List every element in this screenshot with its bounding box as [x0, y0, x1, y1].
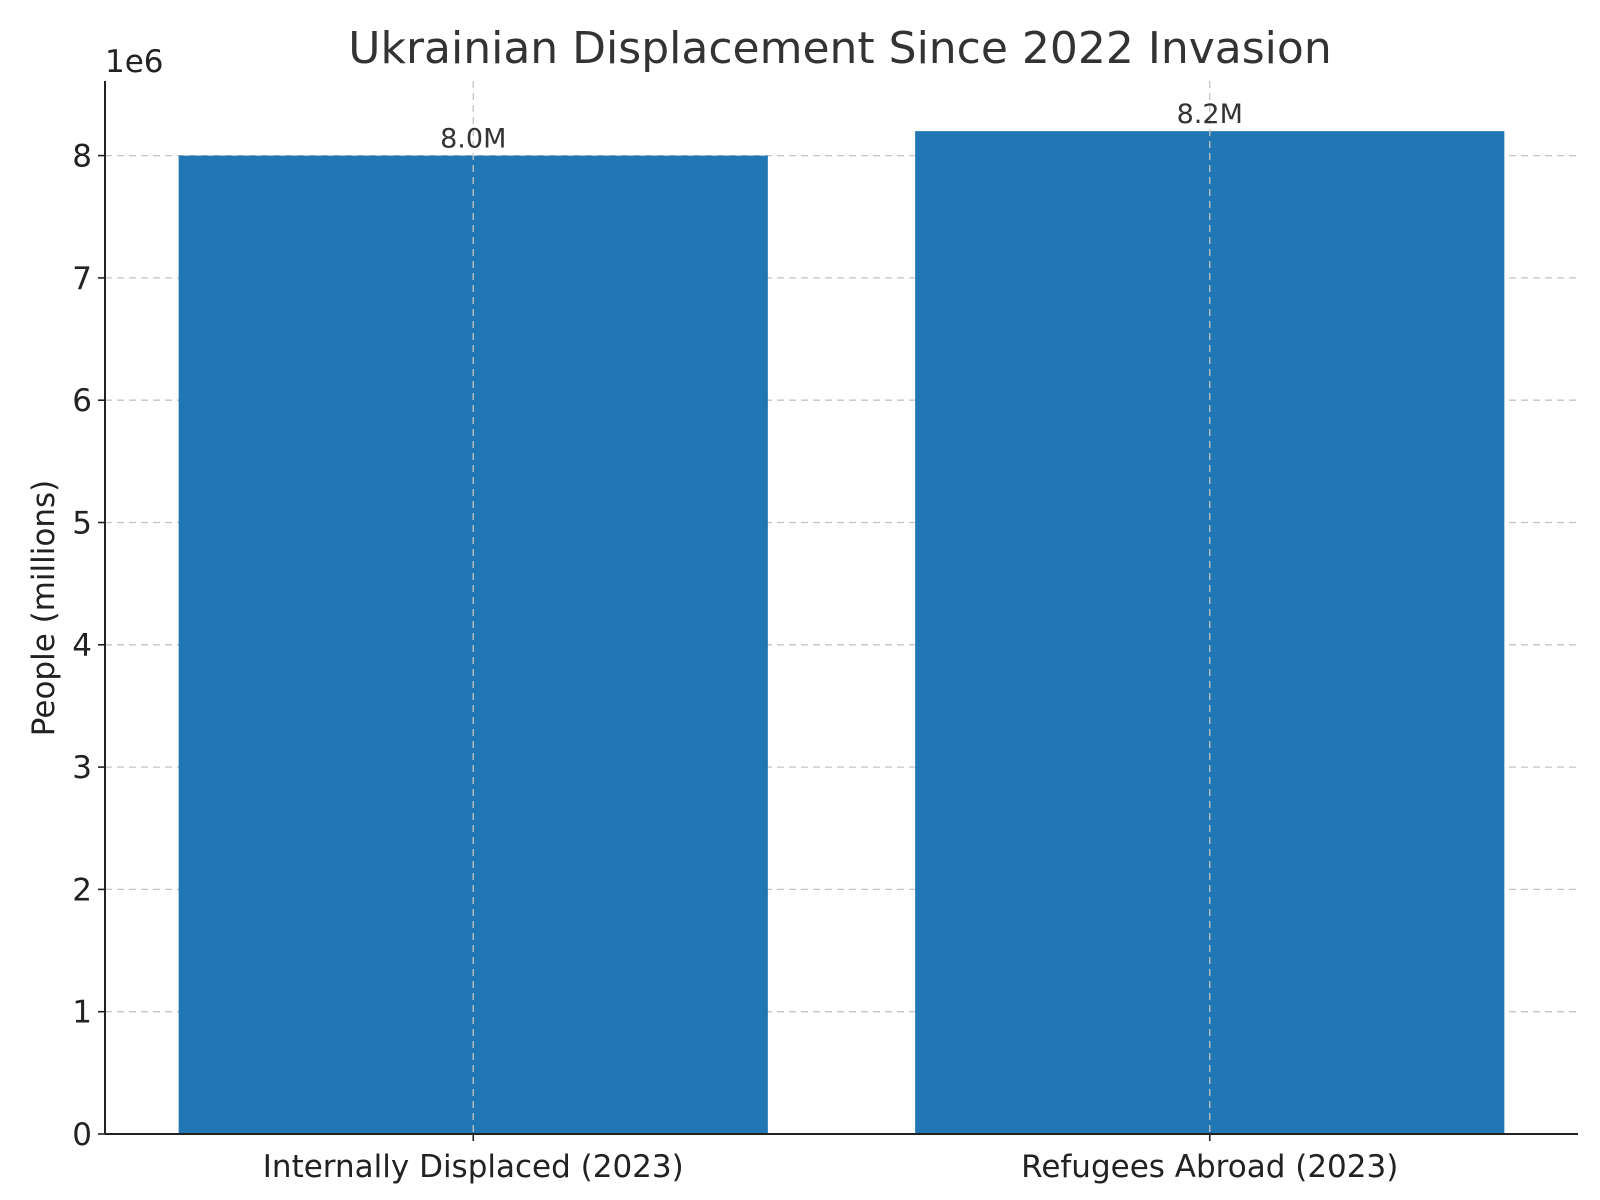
- x-tick-label: Internally Displaced (2023): [263, 1149, 684, 1185]
- y-tick-label: 6: [72, 383, 92, 419]
- y-axis-offset-text: 1e6: [105, 44, 164, 80]
- bars: [178, 131, 1505, 1135]
- y-tick-label: 7: [72, 261, 92, 297]
- labels: 0 1 2 3 4 5 6 7 8 8.0M Internally Displaced (2023)…: [72, 99, 1398, 1185]
- y-tick-label: 1: [72, 995, 92, 1031]
- chart-title: Ukrainian Displacement Since 2022 Invasi…: [348, 23, 1331, 74]
- vertical-grid: [472, 81, 1211, 1134]
- y-tick-label: 4: [72, 628, 92, 664]
- bar-value-label: 8.0M: [440, 124, 506, 155]
- y-tick-label: 5: [72, 506, 92, 542]
- y-tick-label: 0: [72, 1117, 92, 1153]
- x-tick-label: Refugees Abroad (2023): [1021, 1149, 1398, 1185]
- y-tick-label: 8: [72, 139, 92, 175]
- axes: [98, 81, 1578, 1141]
- bar-value-label: 8.2M: [1177, 99, 1243, 130]
- y-tick-label: 3: [72, 750, 92, 786]
- y-axis-label: People (millions): [26, 480, 62, 736]
- y-tick-label: 2: [72, 872, 92, 908]
